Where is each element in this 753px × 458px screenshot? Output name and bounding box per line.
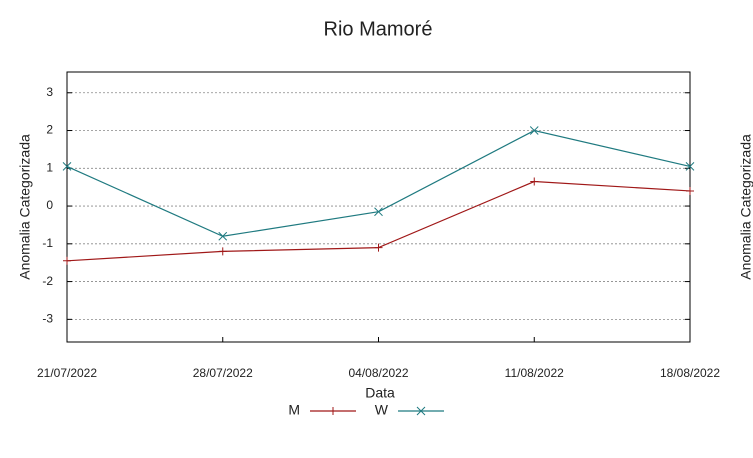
marker (218, 231, 228, 241)
marker (530, 177, 539, 186)
plot-frame (66, 71, 691, 343)
y2-axis-label: Anomalia Categorizada (738, 134, 753, 280)
y-tick-label: 3 (46, 85, 53, 99)
legend-label: W (375, 402, 389, 418)
marker (329, 407, 337, 415)
marker (685, 162, 695, 171)
marker (416, 406, 426, 416)
marker (374, 243, 383, 252)
x-tick-label: 21/07/2022 (37, 366, 97, 380)
chart-title: Rio Mamoré (324, 18, 433, 40)
series-line (66, 129, 691, 237)
y-tick-label: 0 (46, 198, 53, 212)
x-tick-label: 28/07/2022 (193, 366, 253, 380)
marker (218, 247, 227, 256)
marker (529, 126, 539, 135)
marker (63, 256, 71, 265)
x-tick-label: 18/08/2022 (660, 366, 720, 380)
marker (62, 162, 72, 171)
y-tick-label: -1 (42, 236, 53, 250)
x-axis-label: Data (365, 385, 395, 401)
legend-label: M (288, 402, 300, 418)
y-tick-label: 1 (46, 160, 53, 174)
y-tick-label: -3 (42, 312, 53, 326)
y-axis-label: Anomalia Categorizada (17, 134, 33, 280)
marker (686, 186, 694, 195)
x-tick-label: 11/08/2022 (505, 366, 564, 380)
y-tick-label: 2 (46, 123, 53, 137)
marker (374, 207, 383, 217)
x-tick-label: 04/08/2022 (348, 366, 408, 380)
y-tick-label: -2 (42, 274, 53, 288)
